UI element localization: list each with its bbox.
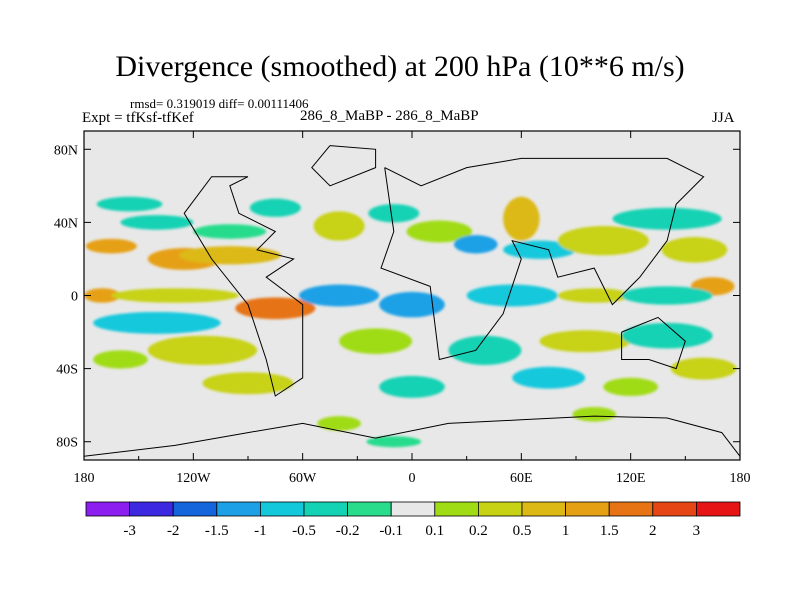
chart-title: Divergence (smoothed) at 200 hPa (10**6 … (115, 50, 685, 83)
colorbar-label-2: -1.5 (205, 523, 229, 539)
contour-region-27 (93, 350, 148, 369)
experiment-label: Expt = tfKsf-tfKef (82, 110, 194, 126)
y-tick-label-0: 80N (54, 143, 78, 158)
contour-region-11 (503, 240, 576, 259)
contour-region-18 (111, 288, 239, 303)
y-tick-label-3: 40S (56, 363, 78, 378)
contour-region-32 (670, 357, 737, 380)
colorbar-label-11: 1.5 (600, 523, 619, 539)
contour-region-28 (339, 328, 412, 354)
colorbar-label-8: 0.2 (469, 523, 488, 539)
colorbar-swatch-11 (565, 501, 610, 517)
x-tick-label-1: 120W (176, 471, 211, 486)
colorbar-swatch-7 (390, 501, 436, 517)
colorbar-label-12: 2 (649, 523, 657, 539)
x-tick-label-2: 60W (289, 471, 317, 486)
contour-region-17 (84, 288, 121, 303)
contour-region-7 (249, 198, 301, 217)
contour-region-35 (512, 366, 586, 389)
contour-region-9 (406, 220, 473, 243)
colorbar-label-7: 0.1 (425, 523, 444, 539)
colorbar-label-6: -0.1 (379, 523, 403, 539)
colorbar-label-4: -0.5 (292, 523, 316, 539)
contour-region-24 (621, 286, 713, 305)
x-tick-label-5: 120E (616, 471, 646, 486)
contour-region-19 (235, 297, 316, 320)
y-tick-label-1: 40N (54, 216, 78, 231)
colorbar-swatch-13 (652, 501, 697, 517)
contour-region-2 (178, 246, 281, 265)
contour-region-8 (368, 204, 420, 223)
contour-region-15 (661, 237, 728, 263)
colorbar-label-1: -2 (167, 523, 180, 539)
contour-region-12 (503, 196, 540, 241)
contour-region-23 (557, 288, 631, 303)
colorbar-swatch-2 (172, 501, 218, 517)
colorbar-swatch-5 (303, 501, 348, 517)
coastline-4 (311, 145, 377, 187)
colorbar-swatch-6 (347, 501, 392, 517)
contour-region-29 (448, 335, 522, 365)
colorbar-label-3: -1 (254, 523, 267, 539)
y-tick-label-2: 0 (71, 290, 78, 305)
colorbar-label-9: 0.5 (513, 523, 532, 539)
coastline-1 (380, 157, 705, 361)
stats-label: rmsd= 0.319019 diff= 0.00111406 (130, 96, 309, 111)
x-tick-label-0: 180 (74, 471, 95, 486)
colorbar-label-13: 3 (693, 523, 701, 539)
y-tick-label-4: 80S (56, 436, 78, 451)
x-tick-label-4: 60E (510, 471, 533, 486)
contour-region-6 (96, 196, 163, 212)
contour-region-36 (603, 377, 659, 397)
colorbar-swatch-9 (477, 501, 523, 517)
colorbar-swatch-14 (696, 501, 741, 517)
contour-region-5 (313, 211, 365, 241)
colorbar-swatch-10 (521, 501, 566, 517)
contour-region-25 (93, 311, 221, 334)
contour-region-38 (572, 406, 617, 422)
contour-region-22 (466, 284, 558, 307)
contour-region-26 (147, 335, 258, 365)
contour-region-20 (299, 284, 380, 307)
colorbar-swatch-12 (608, 501, 654, 517)
contour-region-4 (193, 224, 267, 239)
colorbar-label-5: -0.2 (336, 523, 360, 539)
colorbar-swatch-4 (259, 501, 305, 517)
colorbar-swatch-1 (129, 501, 174, 517)
contour-region-0 (85, 238, 137, 254)
contour-region-14 (612, 207, 722, 230)
colorbar-swatch-3 (216, 501, 261, 517)
colorbar-swatch-0 (85, 501, 130, 517)
colorbar-label-10: 1 (562, 523, 570, 539)
coastline-2 (621, 316, 686, 370)
contour-region-34 (379, 375, 445, 398)
x-tick-label-6: 180 (730, 471, 751, 486)
contour-region-13 (557, 226, 649, 256)
comparison-label: 286_8_MaBP - 286_8_MaBP (300, 108, 479, 124)
contour-region-30 (539, 330, 631, 353)
contour-region-31 (621, 322, 713, 349)
contour-region-3 (120, 215, 194, 230)
x-tick-label-3: 0 (409, 471, 416, 486)
contour-region-21 (379, 291, 445, 318)
colorbar-swatch-8 (434, 501, 479, 517)
contour-region-37 (317, 416, 361, 431)
contour-region-39 (366, 436, 422, 448)
contour-region-33 (202, 372, 294, 395)
coastline-0 (183, 176, 304, 397)
colorbar-label-0: -3 (123, 523, 136, 539)
coastline-3 (84, 415, 740, 457)
season-label: JJA (712, 110, 735, 126)
contour-region-10 (453, 235, 498, 254)
